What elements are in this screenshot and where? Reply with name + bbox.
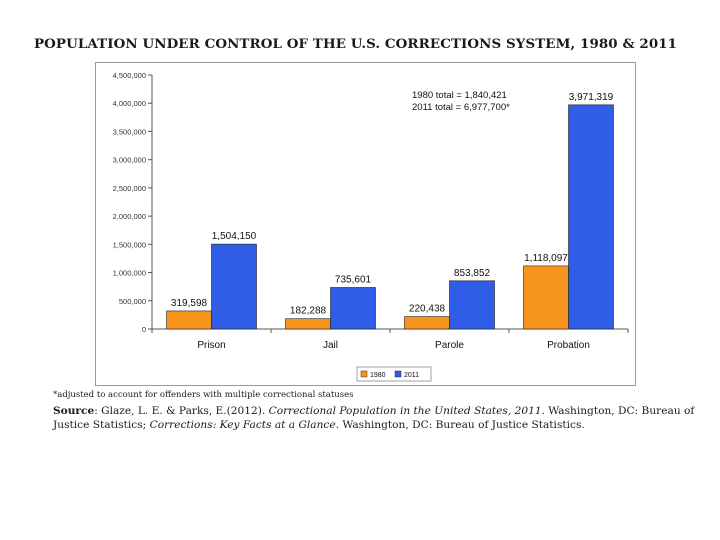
legend-label-2011: 2011 <box>404 372 419 379</box>
bar-value-label: 1,504,150 <box>212 231 257 242</box>
bar-2011-prison <box>211 243 257 330</box>
source-text-2: . Washington, DC: Bureau of Justice Stat… <box>53 405 695 431</box>
y-tick-label: 4,000,000 <box>113 99 146 108</box>
legend-box <box>356 366 432 382</box>
legend-swatch-1980 <box>360 370 368 378</box>
annotation-total-1980: 1980 total = 1,840,421 <box>412 90 507 101</box>
x-category-label: Jail <box>323 340 338 351</box>
y-tick-label: 4,500,000 <box>113 71 146 80</box>
x-category-label: Prison <box>197 340 225 351</box>
source-label: Source <box>53 405 95 417</box>
y-tick-label: 3,500,000 <box>113 127 146 136</box>
source-title-1: Correctional Population in the United St… <box>268 405 542 417</box>
bar-value-label: 319,598 <box>171 298 208 309</box>
y-tick-label: 1,500,000 <box>113 240 146 249</box>
bar-value-label: 3,971,319 <box>569 92 614 103</box>
x-category-label: Parole <box>435 340 464 351</box>
y-tick-label: 500,000 <box>119 297 146 306</box>
y-tick-label: 0 <box>142 325 146 334</box>
bar-1980-parole <box>404 316 450 330</box>
slide-title: POPULATION UNDER CONTROL OF THE U.S. COR… <box>34 36 678 52</box>
x-category-label: Probation <box>547 340 590 351</box>
bar-value-label: 182,288 <box>290 306 327 317</box>
bar-2011-parole <box>449 280 495 330</box>
annotation-total-2011: 2011 total = 6,977,700* <box>412 102 510 113</box>
source-title-2: Corrections: Key Facts at a Glance <box>149 419 336 431</box>
bar-2011-probation <box>568 104 614 330</box>
legend-label-1980: 1980 <box>370 372 386 379</box>
bar-chart: 0 500,000 1,000,000 1,500,000 2,000,000 2,500… <box>113 71 629 382</box>
bar-value-label: 735,601 <box>335 274 372 285</box>
bar-value-label: 220,438 <box>409 304 446 315</box>
footnote: *adjusted to account for offenders with … <box>53 390 354 400</box>
chart-frame: 0 500,000 1,000,000 1,500,000 2,000,000 2,500… <box>95 62 636 386</box>
bar-1980-prison <box>166 310 212 330</box>
bar-value-label: 1,118,097 <box>524 253 568 264</box>
y-tick-label: 1,000,000 <box>113 269 146 278</box>
legend-swatch-2011 <box>394 370 402 378</box>
y-tick-label: 2,500,000 <box>113 184 146 193</box>
source-text-3: . Washington, DC: Bureau of Justice Stat… <box>335 419 585 431</box>
bar-2011-jail <box>330 287 376 330</box>
bar-1980-probation <box>523 265 569 330</box>
y-tick-label: 2,000,000 <box>113 212 146 221</box>
source-citation: Source: Glaze, L. E. & Parks, E.(2012). … <box>53 404 713 432</box>
bar-1980-jail <box>285 318 331 330</box>
source-text-1: : Glaze, L. E. & Parks, E.(2012). <box>94 405 269 417</box>
y-tick-label: 3,000,000 <box>113 156 146 165</box>
bar-value-label: 853,852 <box>454 268 491 279</box>
